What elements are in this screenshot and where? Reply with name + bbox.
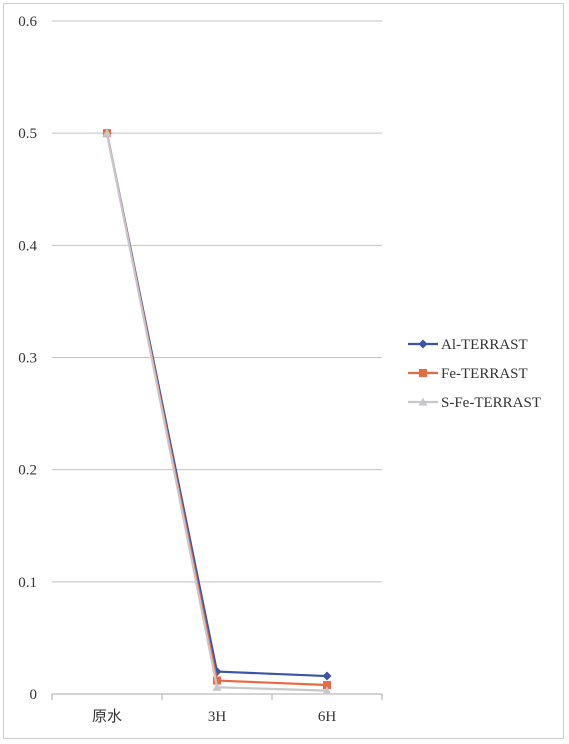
series-line xyxy=(105,132,328,687)
x-axis: 原水 3H 6H xyxy=(51,694,383,725)
chart-frame xyxy=(3,3,564,739)
y-tick-label: 0.6 xyxy=(18,14,37,30)
y-axis: 0 0.1 0.2 0.3 0.4 0.5 0.6 xyxy=(18,14,37,703)
data-point xyxy=(323,681,331,690)
y-tick-label: 0.3 xyxy=(18,351,37,367)
y-tick-label: 0 xyxy=(30,687,38,703)
y-tick-label: 0.2 xyxy=(18,463,37,479)
series-line xyxy=(105,132,328,692)
legend-label: Fe-TERRAST xyxy=(441,366,528,382)
series-line xyxy=(105,132,328,678)
x-tick-label: 原水 xyxy=(92,708,122,725)
data-point xyxy=(102,128,112,137)
data-point xyxy=(213,676,221,685)
x-tick-label: 3H xyxy=(208,709,227,725)
data-point xyxy=(322,671,332,681)
legend-marker xyxy=(418,397,428,406)
data-point xyxy=(212,682,222,691)
legend-label: S-Fe-TERRAST xyxy=(441,395,541,411)
legend-marker xyxy=(418,339,428,349)
data-point xyxy=(322,686,332,695)
legend-label: Al-TERRAST xyxy=(441,337,528,353)
legend-marker xyxy=(419,369,427,377)
y-tick-label: 0.5 xyxy=(18,126,37,142)
legend: Al-TERRAST Fe-TERRAST S-Fe-TERRAST xyxy=(408,337,541,411)
grid-lines xyxy=(52,20,382,695)
x-tick-label: 6H xyxy=(318,709,337,725)
series-group xyxy=(102,128,332,695)
y-tick-label: 0.4 xyxy=(18,238,37,254)
y-tick-label: 0.1 xyxy=(18,575,37,591)
